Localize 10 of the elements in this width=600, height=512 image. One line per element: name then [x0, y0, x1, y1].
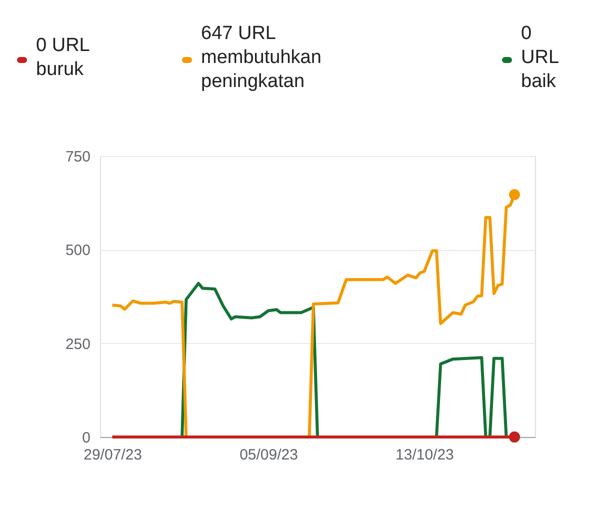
legend-label: 647 URL membutuhkan peningkatan [201, 23, 322, 92]
legend-label: 0 URL buruk [36, 35, 90, 80]
x-tick-label: 29/07/23 [84, 446, 142, 464]
y-tick-label: 750 [65, 148, 90, 166]
legend-label: 0 URL baik [521, 23, 560, 92]
x-tick-label: 13/10/23 [396, 446, 454, 464]
x-tick-label: 05/09/23 [240, 446, 298, 464]
y-tick-label: 0 [82, 430, 90, 446]
y-tick-label: 500 [65, 242, 90, 260]
y-tick-label: 250 [65, 336, 90, 353]
